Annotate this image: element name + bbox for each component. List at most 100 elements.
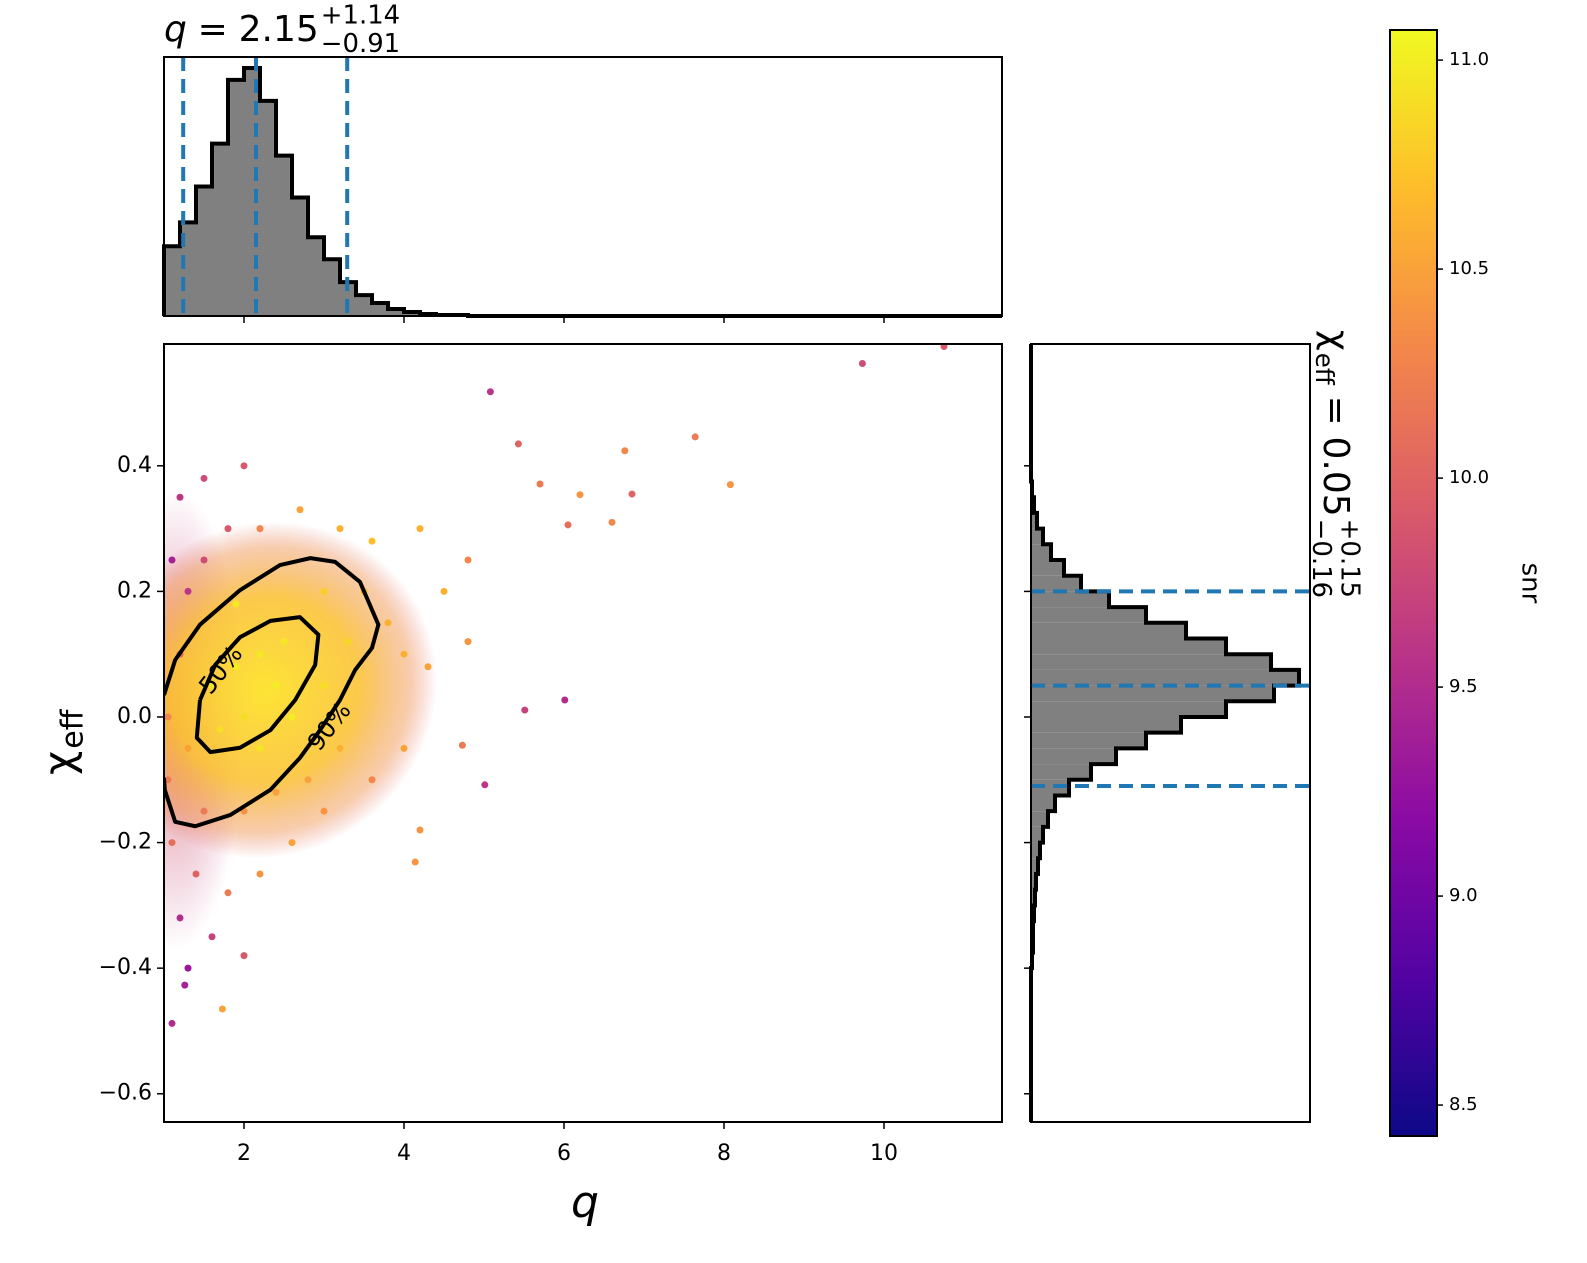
histogram-bar [356,295,372,316]
scatter-point [240,952,248,960]
y-tick-label: 0.2 [117,578,152,603]
histogram-bar [1031,764,1091,780]
histogram-bar [1031,732,1146,749]
title-upper: +0.15 [1335,519,1365,598]
histogram-bar [1031,842,1040,859]
scatter-point [168,839,176,847]
scatter-point [272,682,280,690]
scatter-point [416,826,424,834]
scatter-point [200,474,208,482]
histogram-bar [1031,560,1064,576]
scatter-point [384,619,392,627]
contour-line [194,615,321,755]
histogram-bar [1031,748,1116,765]
scatter-point [200,807,208,815]
histogram-bar [1031,669,1299,686]
scatter-point [416,525,424,533]
histogram-bar [228,79,244,317]
scatter-point [940,344,948,351]
scatter-point [521,706,529,714]
scatter-points [164,344,948,1027]
scatter-point [272,788,280,796]
title-relation: = [1315,396,1356,426]
scatter-point [486,388,494,396]
scatter-point [608,518,616,526]
scatter-point [176,493,184,501]
axes-frame [163,343,1003,1123]
scatter-point [192,870,200,878]
scatter-point [464,638,472,646]
scatter-point [536,480,544,488]
histogram-bar [1031,779,1069,796]
title-subscript: eff [1310,353,1339,386]
title-lower: −0.91 [321,29,400,59]
histogram-bar [276,155,292,316]
histogram-bar [1031,575,1081,592]
histogram-bar [1031,858,1038,874]
scatter-point [320,682,328,690]
histogram-bar [1031,654,1271,670]
scatter-point [181,981,189,989]
histogram-bar [324,259,340,316]
y-tick-label: −0.4 [99,955,152,980]
histogram-bar [1031,591,1109,608]
x-tick-label: 4 [397,1141,411,1166]
scatter-point [164,713,172,721]
histogram-outline [162,65,1002,318]
scatter-point [224,525,232,533]
scatter-point [726,481,734,489]
scatter-point [240,462,248,470]
axes-frame [1030,343,1311,1123]
scatter-point [288,713,296,721]
scatter-point [564,521,572,529]
histogram-bar [1031,685,1274,702]
scatter-point [336,525,344,533]
scatter-point [344,638,352,646]
histogram-bar [372,303,388,316]
scatter-point [288,839,296,847]
scatter-point [464,556,472,564]
scatter-point [576,491,584,499]
axes-frame [163,56,1003,317]
x-tick-label: 10 [870,1141,898,1166]
scatter-point [168,1019,176,1027]
title: q = 2.15 +1.14−0.91 [164,0,400,59]
histogram-bar [196,186,212,316]
title-symbol: q [164,9,187,50]
histogram-outline [1029,344,1301,1122]
scatter-point [224,889,232,897]
title-symbol: χ [1315,330,1356,351]
title-median: 2.15 [239,9,319,50]
scatter-point [280,638,288,646]
scatter-point [561,696,569,704]
histogram-bar [388,309,404,316]
title-relation: = [198,9,228,50]
scatter-point [184,964,192,972]
histogram-bar [1031,716,1181,733]
scatter-point [216,726,224,734]
scatter-point [411,858,419,866]
scatter-point [481,781,489,789]
histogram-bar [292,197,308,316]
scatter-point [336,744,344,752]
scatter-point [514,440,522,448]
scatter-point [218,1005,226,1013]
title-upper: +1.14 [321,0,400,30]
histogram-bar [1031,607,1146,623]
scatter-point [208,682,216,690]
scatter-point [296,506,304,514]
histogram-bar [1031,512,1037,529]
colorbar-tick-label: 9.5 [1449,676,1478,697]
scatter-point [400,744,408,752]
colorbar [1389,29,1438,1137]
histogram-bar [308,237,324,316]
histogram-bar [212,143,228,316]
y-axis-label-symbol: χ [35,751,84,775]
density-backdrop [164,490,437,950]
colorbar-label: snr [1516,563,1546,604]
scatter-point [320,807,328,815]
scatter-point [232,600,240,608]
scatter-point [232,663,240,671]
scatter-point [628,490,636,498]
histogram-bar [260,100,276,316]
